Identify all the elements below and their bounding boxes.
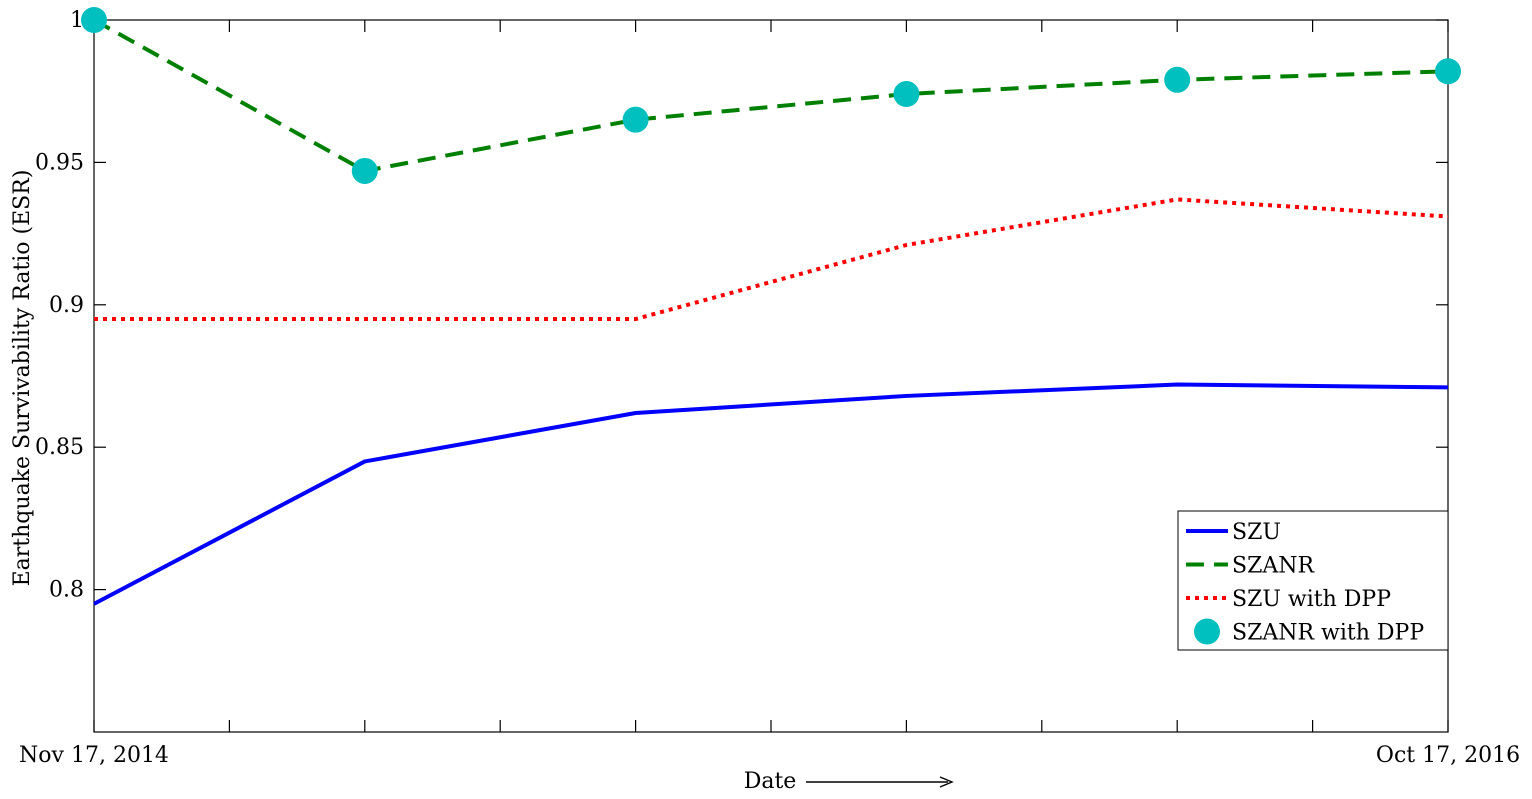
y-tick-label: 0.8 bbox=[49, 578, 84, 603]
legend: SZU SZANR SZU with DPP SZANR with DPP bbox=[1177, 510, 1449, 651]
legend-label: SZANR with DPP bbox=[1232, 621, 1424, 646]
legend-label: SZANR bbox=[1232, 554, 1315, 579]
x-axis-arrow bbox=[806, 776, 954, 788]
y-tick-label: 1 bbox=[70, 8, 84, 33]
x-axis-label: Date bbox=[744, 769, 797, 794]
y-tick-label: 0.85 bbox=[35, 435, 84, 460]
legend-label: SZU with DPP bbox=[1232, 587, 1391, 612]
point-szanr-with-dpp bbox=[1164, 66, 1191, 93]
x-axis: Nov 17, 2014 Oct 17, 2016 bbox=[19, 20, 1520, 768]
legend-box bbox=[1177, 510, 1449, 651]
legend-label: SZU bbox=[1232, 520, 1281, 545]
legend-marker-szanr-with-dpp bbox=[1194, 618, 1220, 645]
series-line-szu bbox=[93, 382, 1449, 606]
series-layer bbox=[81, 7, 1461, 606]
series-line-szu-with-dpp bbox=[94, 197, 1449, 322]
y-axis: 0.8 0.85 0.9 0.95 1 bbox=[35, 8, 1448, 603]
y-tick-label: 0.9 bbox=[49, 293, 84, 318]
y-tick-label: 0.95 bbox=[35, 150, 84, 175]
series-line-szanr bbox=[93, 18, 1449, 173]
point-szanr-with-dpp bbox=[1435, 58, 1461, 85]
x-tick-label: Oct 17, 2016 bbox=[1376, 743, 1520, 768]
x-tick-label: Nov 17, 2014 bbox=[19, 743, 169, 768]
point-szanr-with-dpp bbox=[893, 81, 920, 108]
point-szanr-with-dpp bbox=[351, 157, 378, 184]
point-szanr-with-dpp bbox=[81, 7, 107, 33]
y-axis-label: Earthquake Survivability Ratio (ESR) bbox=[10, 170, 35, 587]
point-szanr-with-dpp bbox=[622, 106, 649, 133]
